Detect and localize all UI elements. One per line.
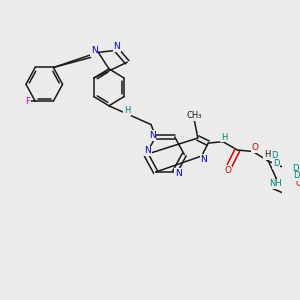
Text: N: N (144, 146, 151, 155)
Text: N: N (113, 42, 120, 51)
Text: D: D (271, 151, 278, 160)
Text: H: H (264, 150, 270, 159)
Text: N: N (149, 131, 156, 140)
Text: D: D (293, 172, 300, 181)
Text: H: H (221, 133, 227, 142)
Text: NH: NH (269, 179, 282, 188)
Text: D: D (273, 159, 280, 168)
Text: O: O (225, 167, 232, 176)
Text: D: D (292, 164, 299, 173)
Text: N: N (91, 46, 98, 56)
Text: O: O (252, 143, 259, 152)
Text: H: H (124, 106, 130, 115)
Text: F: F (25, 97, 30, 106)
Text: O: O (295, 179, 300, 188)
Text: N: N (175, 169, 182, 178)
Text: N: N (201, 155, 207, 164)
Text: CH₃: CH₃ (187, 111, 202, 120)
